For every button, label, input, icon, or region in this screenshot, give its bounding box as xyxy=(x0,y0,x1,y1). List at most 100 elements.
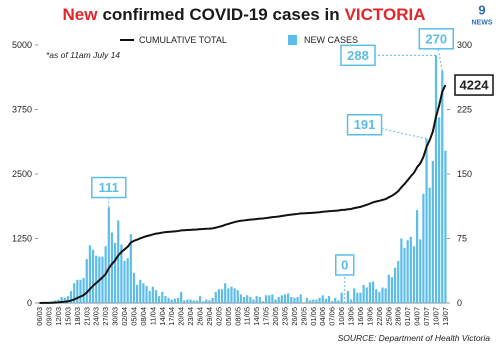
bar xyxy=(242,296,246,303)
x-tick-label: 29/04 xyxy=(205,307,214,326)
title-part: confirmed COVID-19 cases in xyxy=(102,5,339,24)
bar xyxy=(69,290,73,303)
logo-box xyxy=(468,2,496,28)
bar xyxy=(192,300,195,303)
bar xyxy=(277,296,280,303)
bar xyxy=(63,297,66,303)
note: *as of 11am July 14 xyxy=(46,50,120,60)
bar xyxy=(161,291,164,303)
bar xyxy=(305,297,309,303)
bar xyxy=(246,295,249,303)
x-tick-label: 30/03 xyxy=(111,307,120,326)
y-tick-label: 2500 xyxy=(12,169,32,179)
bar xyxy=(378,291,381,303)
bar xyxy=(441,70,444,303)
bar xyxy=(73,283,76,303)
bar xyxy=(434,55,438,303)
bar xyxy=(82,278,85,303)
x-tick-label: 21/03 xyxy=(82,307,91,326)
bar xyxy=(101,256,104,303)
x-tick-label: 27/03 xyxy=(101,307,110,326)
bar xyxy=(290,296,293,303)
bar xyxy=(438,117,441,304)
bar xyxy=(287,293,290,303)
bar xyxy=(126,258,129,303)
bar xyxy=(296,296,299,303)
bar xyxy=(428,187,431,303)
callout-label: 111 xyxy=(99,180,119,195)
x-tick-label: 17/04 xyxy=(167,307,176,326)
bar xyxy=(220,289,224,303)
bar xyxy=(211,297,214,303)
bar xyxy=(346,290,349,303)
bar xyxy=(390,277,394,303)
x-tick-label: 26/05 xyxy=(290,307,299,326)
y-tick-label: 3750 xyxy=(12,105,32,115)
callout-label: 0 xyxy=(341,258,348,273)
bar xyxy=(158,296,161,303)
bar xyxy=(208,300,211,303)
x-tick-label: 20/05 xyxy=(271,307,280,326)
bar xyxy=(353,288,356,303)
bar xyxy=(365,287,368,303)
bar xyxy=(356,292,359,303)
x-tick-label: 01/06 xyxy=(309,307,318,326)
bar xyxy=(76,279,79,303)
bar xyxy=(224,283,227,303)
bar xyxy=(318,297,321,303)
callout-label: 270 xyxy=(425,31,447,46)
bar xyxy=(431,161,434,303)
title-part: VICTORIA xyxy=(345,5,426,24)
bar xyxy=(142,283,145,303)
x-tick-label: 29/05 xyxy=(299,307,308,326)
y2-tick-label: 150 xyxy=(457,169,472,179)
bar xyxy=(170,299,173,303)
x-tick-label: 14/04 xyxy=(158,307,167,326)
bar xyxy=(371,281,375,303)
bar xyxy=(95,255,98,303)
bar xyxy=(236,290,239,303)
bar xyxy=(214,291,217,303)
bar xyxy=(324,298,327,303)
bar xyxy=(416,210,419,303)
bar xyxy=(397,260,400,303)
x-tick-label: 18/03 xyxy=(73,307,82,326)
bar xyxy=(205,299,208,303)
callout-box xyxy=(346,113,383,136)
bar xyxy=(79,279,82,303)
bar xyxy=(258,296,261,303)
bar xyxy=(239,294,243,303)
bar xyxy=(230,286,233,303)
x-tick-label: 12/03 xyxy=(54,307,63,326)
x-tick-label: 23/05 xyxy=(280,307,289,326)
bar xyxy=(123,260,126,303)
x-tick-label: 24/03 xyxy=(92,307,101,326)
bar xyxy=(173,298,176,303)
x-tick-label: 01/07 xyxy=(403,307,412,326)
bar xyxy=(261,301,265,303)
x-tick-label: 16/06 xyxy=(356,307,365,326)
bar xyxy=(393,267,397,303)
x-tick-label: 11/05 xyxy=(243,307,252,325)
bar xyxy=(400,238,403,303)
callout-label: 288 xyxy=(347,48,369,63)
x-tick-label: 06/03 xyxy=(35,307,44,326)
bar xyxy=(57,299,60,303)
bar xyxy=(249,296,252,303)
bar xyxy=(186,299,189,303)
x-tick-label: 08/04 xyxy=(139,307,148,326)
bar xyxy=(384,288,387,303)
bar xyxy=(145,285,148,303)
x-tick-label: 04/07 xyxy=(413,307,422,326)
bar xyxy=(362,284,365,303)
chart-title: New confirmed COVID-19 cases in VICTORIA xyxy=(62,5,425,24)
bar xyxy=(217,289,221,303)
bar xyxy=(268,295,271,303)
callout-box xyxy=(418,28,455,50)
bar xyxy=(419,239,422,303)
bar xyxy=(85,259,88,303)
y2-tick-label: 225 xyxy=(457,105,472,115)
bar xyxy=(202,301,205,303)
bar xyxy=(154,290,158,303)
